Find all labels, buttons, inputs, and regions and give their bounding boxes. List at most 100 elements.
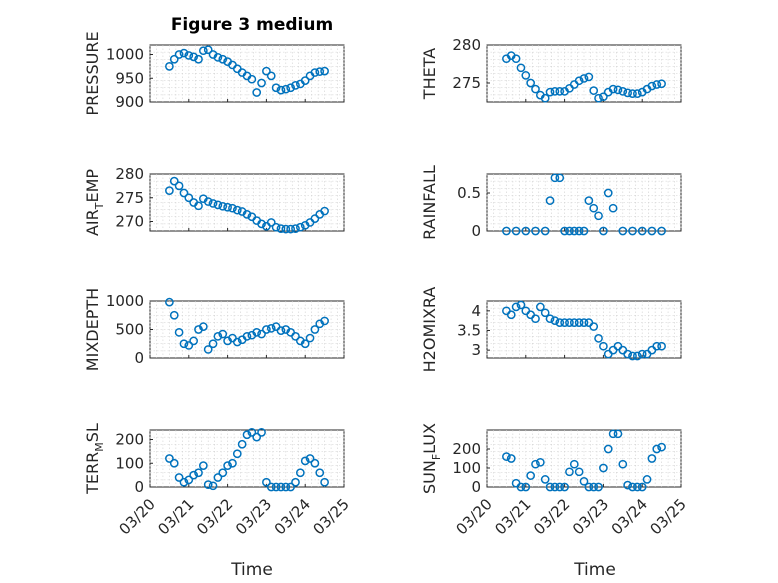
data-point: [179, 339, 189, 349]
data-point: [608, 203, 618, 213]
data-point: [262, 66, 271, 76]
data-point: [531, 226, 540, 236]
data-point: [569, 226, 579, 236]
y-axis-label: TERRMSL: [83, 423, 106, 495]
data-point: [623, 349, 633, 359]
data-point: [213, 200, 223, 210]
data-point: [315, 468, 325, 478]
data-point: [208, 339, 218, 349]
y-tick-label: 275: [452, 74, 481, 92]
data-point: [276, 482, 286, 492]
data-point: [579, 74, 589, 83]
data-point: [526, 78, 536, 88]
data-point: [657, 442, 666, 452]
y-tick-label: 0: [134, 349, 144, 367]
data-point: [165, 297, 174, 307]
data-point: [628, 89, 637, 98]
data-point: [516, 300, 526, 310]
data-point: [194, 468, 203, 478]
data-point: [623, 480, 633, 490]
data-point: [502, 452, 511, 461]
data-point: [266, 482, 276, 492]
data-point: [657, 79, 666, 89]
y-tick-label: 950: [115, 69, 144, 87]
y-tick-label: 1000: [106, 46, 144, 64]
data-point: [257, 78, 266, 88]
x-tick-label: 03/24: [271, 495, 314, 538]
x-tick-label: 03/20: [453, 495, 496, 538]
data-point: [628, 351, 637, 361]
data-point: [199, 461, 208, 470]
data-point: [286, 224, 295, 234]
data-point: [594, 93, 603, 103]
data-point: [310, 68, 320, 77]
data-point: [213, 473, 223, 482]
y-tick-label: 275: [115, 189, 144, 207]
data-point: [633, 351, 642, 361]
y-tick-label: 100: [452, 459, 481, 477]
data-point: [203, 345, 213, 354]
data-point: [550, 173, 560, 183]
data-point: [223, 202, 232, 212]
data-point: [262, 325, 271, 334]
data-point: [247, 74, 257, 84]
data-point: [276, 326, 286, 335]
data-point: [169, 176, 179, 186]
data-point: [271, 83, 281, 93]
y-tick-label: 280: [115, 165, 144, 183]
data-point: [540, 93, 550, 103]
y-tick-label: 0: [471, 478, 481, 496]
data-point: [560, 318, 569, 327]
data-point: [276, 224, 286, 233]
data-point: [203, 480, 213, 489]
data-point: [540, 475, 550, 484]
data-point: [647, 226, 657, 236]
y-axis-label: MIXDEPTH: [83, 288, 102, 371]
data-point: [574, 76, 584, 86]
y-tick-label: 100: [115, 454, 144, 472]
data-point: [228, 203, 237, 213]
subplot-air: 270 275 280 AIRTEMP: [83, 165, 345, 236]
data-point: [516, 63, 526, 73]
data-point: [218, 201, 228, 211]
data-point: [208, 199, 218, 208]
data-point: [589, 322, 599, 331]
data-point: [266, 71, 276, 81]
y-tick-label: 3: [471, 341, 481, 359]
data-point: [652, 341, 662, 351]
data-point: [637, 349, 647, 359]
data-point: [310, 325, 320, 334]
data-point: [579, 476, 589, 486]
data-point: [618, 459, 628, 469]
data-point: [545, 196, 555, 205]
data-point: [579, 318, 589, 327]
data-point: [657, 341, 666, 351]
data-point: [271, 222, 281, 232]
data-point: [199, 46, 208, 56]
data-point: [252, 328, 262, 337]
data-point: [184, 341, 194, 350]
data-point: [179, 477, 189, 487]
data-point: [257, 219, 266, 229]
data-point: [296, 222, 305, 232]
data-point: [565, 467, 574, 477]
data-point: [199, 322, 208, 331]
data-point: [594, 482, 603, 492]
data-point: [310, 458, 320, 468]
y-tick-label: 900: [115, 93, 144, 111]
data-point: [574, 226, 584, 236]
data-point: [613, 429, 623, 439]
data-point: [511, 226, 521, 236]
data-point: [165, 186, 174, 195]
data-point: [286, 482, 295, 492]
data-point: [637, 482, 647, 492]
data-point: [320, 66, 329, 76]
data-point: [320, 316, 329, 326]
data-point: [232, 337, 242, 347]
data-point: [189, 470, 198, 480]
data-point: [540, 308, 550, 318]
x-axis-label-left: Time: [230, 560, 273, 580]
data-point: [565, 318, 574, 327]
data-point: [603, 188, 613, 198]
